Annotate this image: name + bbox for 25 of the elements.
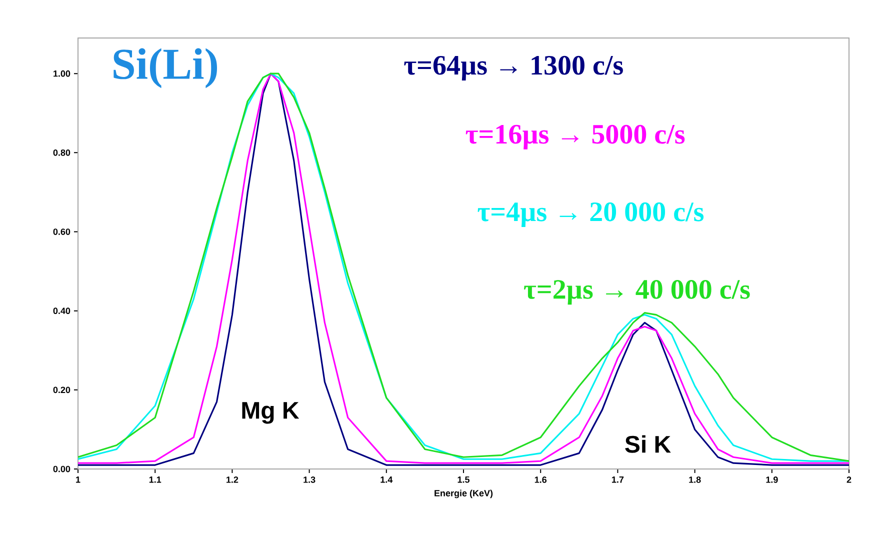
annotation: Mg K [242, 402, 300, 424]
y-tick-label: 0.40 [53, 308, 70, 314]
x-tick-label: 1.8 [689, 476, 701, 483]
x-tick-label: 1 [76, 476, 80, 483]
x-tick-label: 1.6 [534, 476, 547, 483]
x-tick-label: 1.3 [304, 476, 316, 483]
x-tick-label: 1.9 [766, 476, 778, 483]
x-tick-label: 1.2 [226, 476, 238, 483]
x-tick-label: 1.5 [458, 476, 470, 483]
x-tick-label: 1.7 [612, 476, 624, 483]
text: τ=64µs → 1300 c/s [404, 56, 623, 80]
x-tick-label: 1.1 [149, 476, 162, 483]
y-tick-label: 0.20 [53, 386, 70, 394]
x-axis-title: Energie (KeV) [434, 490, 493, 498]
series-label: τ=2µs → 40 000 c/s [524, 280, 750, 305]
y-tick-label: 0.80 [53, 149, 70, 156]
y-tick-label: 0.60 [53, 228, 70, 235]
annotation: Si K [625, 435, 671, 453]
y-tick-label: 1.00 [54, 70, 70, 77]
x-tick-label: 1.4 [380, 476, 393, 483]
chart-title: Si(Li) [114, 48, 217, 88]
x-tick-label: 2 [846, 476, 852, 483]
y-tick-label: 0.00 [53, 466, 70, 472]
text: τ=4µs → 20 000 c/s [478, 202, 704, 228]
text: τ=16µs → 5000 c/s [466, 124, 685, 150]
